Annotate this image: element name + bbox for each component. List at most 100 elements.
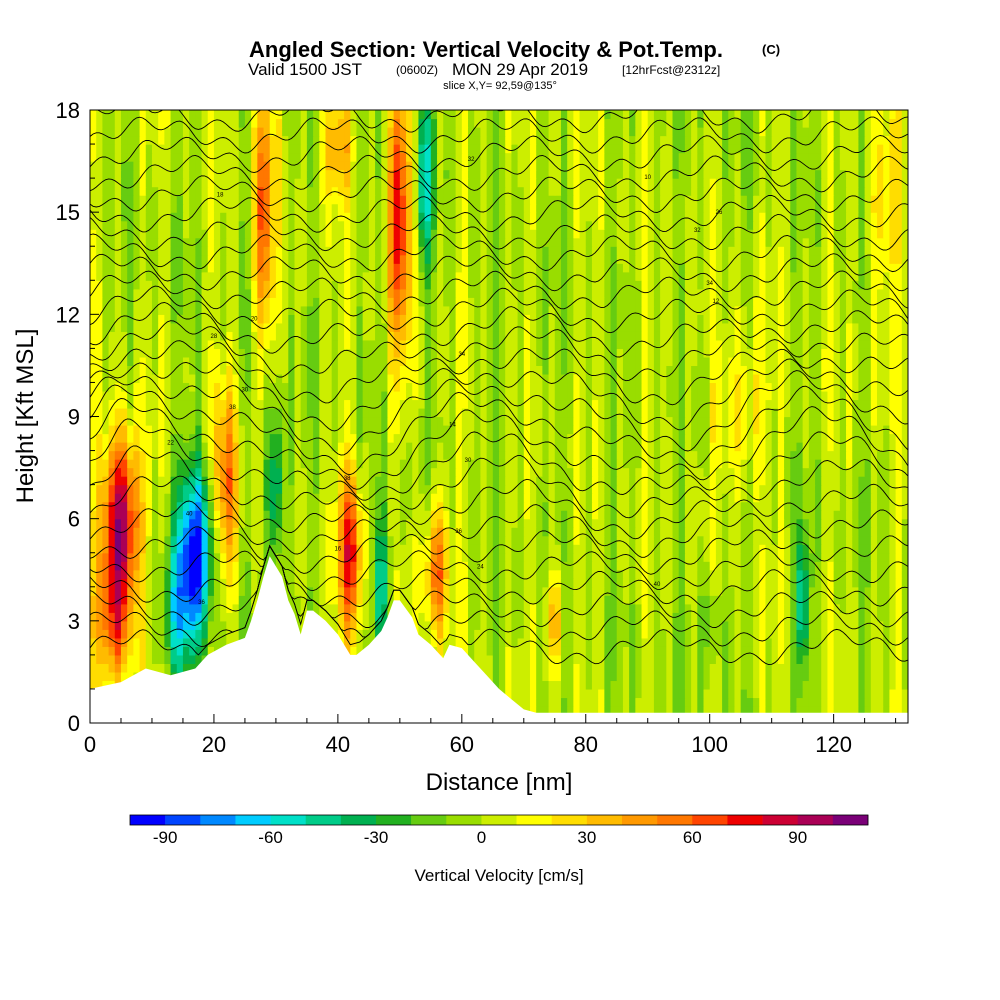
heat-cell: [517, 680, 525, 690]
heat-cell: [641, 407, 649, 418]
heat-cell: [722, 552, 729, 562]
heat-cell: [567, 569, 574, 579]
heat-cell: [746, 620, 754, 630]
heat-cell: [529, 705, 537, 716]
heat-cell: [734, 510, 742, 520]
heat-cell: [877, 637, 884, 647]
heat-cell: [889, 442, 897, 452]
heat-cell: [102, 442, 110, 452]
heat-cell: [579, 433, 587, 443]
heat-cell: [728, 637, 736, 647]
heat-cell: [870, 544, 878, 554]
heat-cell: [269, 484, 277, 494]
heat-cell: [381, 612, 389, 622]
heat-cell: [697, 680, 705, 690]
heat-cell: [753, 646, 760, 656]
heat-cell: [127, 467, 134, 477]
heat-cell: [629, 697, 636, 707]
heat-cell: [499, 493, 506, 503]
heat-cell: [133, 612, 141, 622]
heat-cell: [715, 561, 723, 571]
heat-cell: [678, 442, 686, 452]
heat-cell: [709, 510, 717, 520]
heat-cell: [629, 671, 636, 682]
heat-cell: [536, 680, 543, 690]
heat-cell: [604, 544, 612, 554]
heat-cell: [604, 484, 612, 494]
heat-cell: [548, 493, 556, 503]
heat-cell: [151, 595, 159, 605]
heat-cell: [889, 603, 897, 613]
heat-cell: [226, 578, 234, 588]
heat-cell: [622, 705, 630, 716]
heat-cell: [672, 697, 680, 707]
heat-cell: [108, 399, 116, 409]
heat-cell: [505, 433, 512, 443]
heat-cell: [96, 501, 103, 511]
heat-cell: [771, 603, 779, 613]
heat-cell: [325, 493, 333, 503]
heat-cell: [889, 646, 897, 656]
heat-cell: [746, 603, 754, 613]
heat-cell: [641, 450, 649, 460]
heat-cell: [461, 578, 469, 588]
heat-cell: [684, 476, 692, 486]
heat-cell: [616, 501, 624, 511]
heat-cell: [771, 705, 779, 716]
heat-cell: [393, 484, 401, 494]
heat-cell: [765, 518, 773, 528]
heat-cell: [201, 433, 209, 443]
heat-cell: [139, 442, 147, 452]
heat-cell: [666, 646, 674, 656]
heat-cell: [189, 399, 196, 409]
heat-cell: [554, 518, 562, 528]
heat-cell: [102, 459, 110, 469]
heat-cell: [560, 620, 568, 630]
heat-cell: [108, 467, 116, 477]
heat-cell: [139, 561, 147, 571]
heat-cell: [715, 518, 723, 528]
heat-cell: [548, 433, 556, 443]
heat-cell: [585, 442, 593, 452]
heat-cell: [176, 476, 184, 486]
heat-cell: [796, 459, 804, 469]
heat-cell: [796, 467, 804, 477]
heat-cell: [158, 586, 165, 596]
heat-cell: [189, 552, 196, 562]
heat-cell: [697, 518, 705, 528]
heat-cell: [399, 501, 407, 511]
heat-cell: [375, 544, 382, 554]
heat-cell: [703, 476, 711, 486]
heat-cell: [288, 518, 296, 528]
heat-cell: [195, 493, 203, 503]
heat-cell: [784, 654, 791, 664]
heat-cell: [839, 586, 847, 596]
heat-cell: [746, 697, 754, 707]
heat-cell: [777, 697, 785, 707]
heat-cell: [108, 510, 116, 520]
heat-cell: [480, 433, 488, 443]
heat-cell: [238, 527, 246, 537]
heat-cell: [114, 459, 122, 469]
heat-cell: [796, 612, 804, 622]
heat-cell: [684, 595, 692, 605]
heat-cell: [529, 433, 537, 443]
heat-cell: [244, 586, 252, 596]
heat-cell: [213, 561, 221, 571]
heat-cell: [821, 425, 829, 435]
heat-cell: [437, 518, 444, 528]
heat-cell: [517, 654, 525, 664]
heat-cell: [201, 425, 209, 435]
heat-cell: [523, 637, 531, 647]
heat-cell: [356, 510, 364, 520]
heat-cell: [424, 425, 432, 435]
heat-cell: [468, 518, 475, 528]
heat-cell: [443, 612, 451, 622]
heat-cell: [815, 450, 822, 460]
heat-cell: [319, 535, 327, 545]
heat-cell: [288, 459, 296, 469]
heat-cell: [300, 493, 308, 503]
heat-cell: [604, 416, 612, 426]
heat-cell: [660, 544, 667, 554]
heat-cell: [604, 663, 612, 673]
